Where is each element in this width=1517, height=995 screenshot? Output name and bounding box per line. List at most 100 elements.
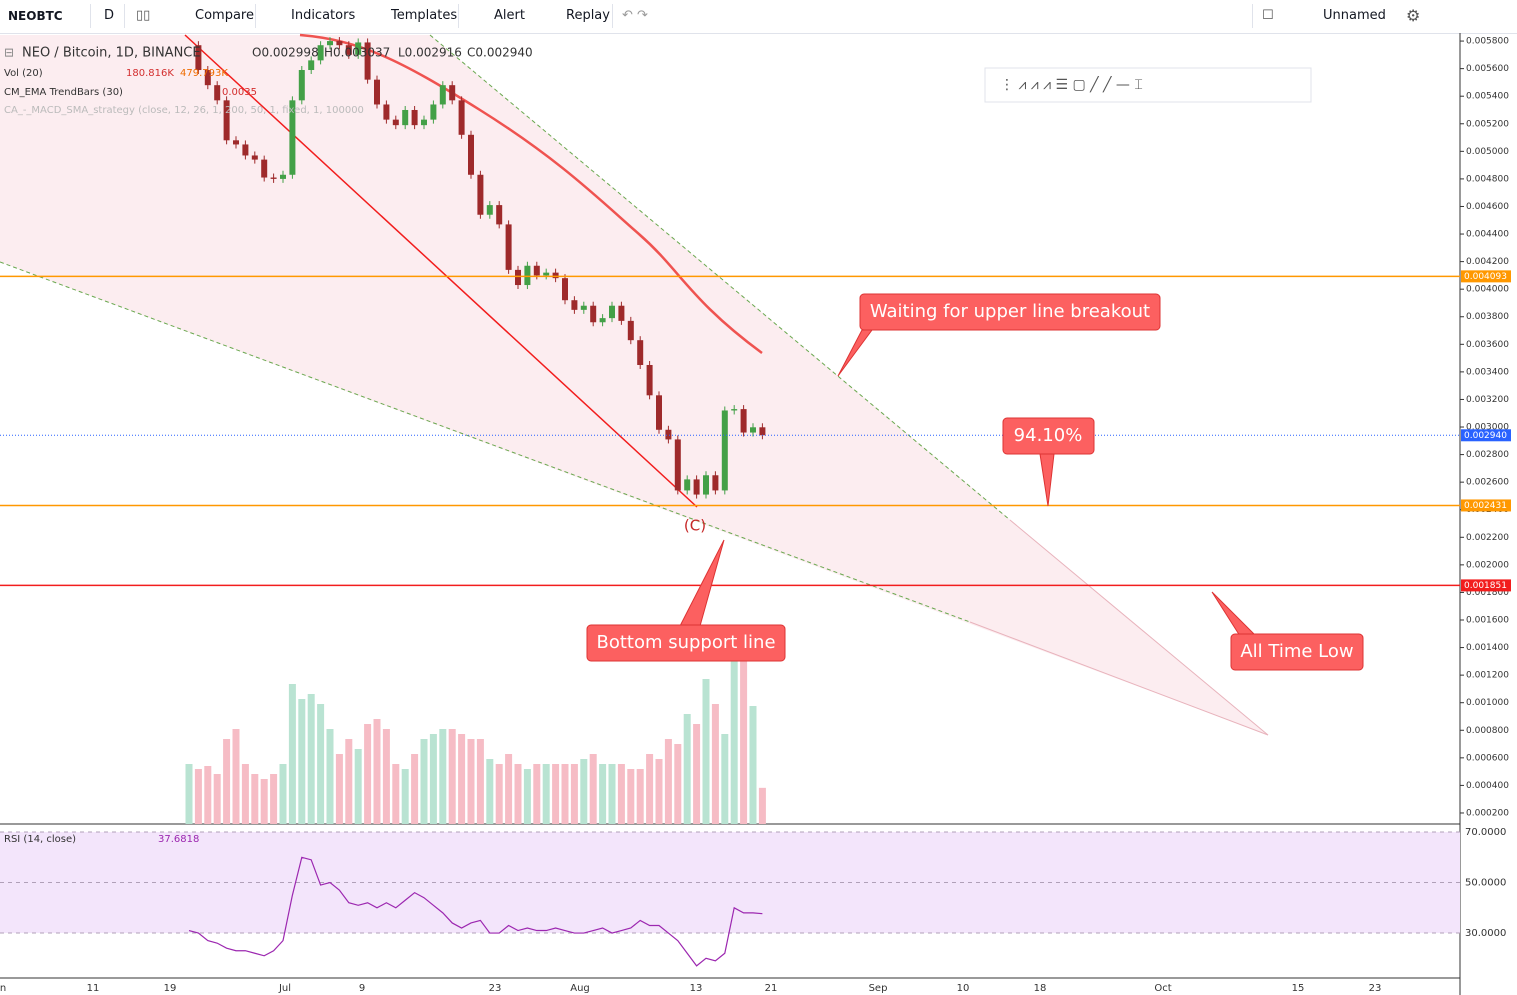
volume-bar xyxy=(599,764,607,824)
indicator-value: 37.6818 xyxy=(158,834,199,845)
volume-bar xyxy=(204,766,212,824)
candle-body xyxy=(270,177,277,179)
x-tick-label: n xyxy=(0,983,6,994)
y-tick-label: 0.002600 xyxy=(1466,478,1509,488)
alert-button[interactable]: Alert xyxy=(494,8,525,23)
volume-bar xyxy=(514,764,522,824)
y-tick-label: 0.000600 xyxy=(1466,753,1509,763)
x-tick-label: Jul xyxy=(278,983,291,994)
volume-bar xyxy=(552,764,560,824)
candle-body xyxy=(402,109,409,126)
candle-body xyxy=(242,144,249,156)
undo-redo[interactable]: ↶ ↷ xyxy=(622,8,648,23)
candle-body xyxy=(533,265,540,276)
volume-bar xyxy=(448,729,456,824)
y-tick-label: 0.003600 xyxy=(1466,340,1509,350)
x-tick-label: 15 xyxy=(1292,983,1305,994)
upper-extension xyxy=(1009,519,1269,736)
drawing-toolbar[interactable] xyxy=(984,67,1312,103)
moving-average xyxy=(299,33,763,355)
candle-body xyxy=(740,409,747,433)
y-tick-label: 0.004200 xyxy=(1466,257,1509,267)
volume-bar xyxy=(241,764,249,824)
chart-type-icon[interactable]: ▯▯ xyxy=(136,8,151,23)
price-tag xyxy=(1461,429,1511,442)
volume-bar xyxy=(382,729,390,824)
candle-body xyxy=(204,70,211,86)
candle-body xyxy=(496,205,503,225)
y-tick-label: 0.003000 xyxy=(1466,423,1509,433)
volume-bar xyxy=(213,774,221,824)
volume-bar xyxy=(523,769,531,824)
volume-bar xyxy=(364,724,372,824)
collapse-icon[interactable]: ⊟ xyxy=(4,46,14,60)
volume-bar xyxy=(627,769,635,824)
x-tick-label: 11 xyxy=(87,983,100,994)
interval[interactable]: D xyxy=(104,8,115,23)
candle-body xyxy=(336,41,343,46)
settings[interactable]: ⚙ xyxy=(1406,6,1421,25)
volume-bar xyxy=(298,699,306,824)
y-tick-label: 0.003800 xyxy=(1466,312,1509,322)
replay-button[interactable]: Replay xyxy=(566,8,610,23)
y-tick-label: 0.002000 xyxy=(1466,560,1509,570)
x-tick-label: 19 xyxy=(164,983,177,994)
candle-body xyxy=(731,409,738,411)
candle-body xyxy=(392,119,399,126)
volume-bar xyxy=(636,769,644,824)
candle-body xyxy=(646,364,653,396)
wave-line xyxy=(184,34,698,508)
toolbar: NEOBTC D ▯▯ Compare Indicators Templates… xyxy=(0,0,1517,34)
candle-body xyxy=(214,85,221,101)
candle-body xyxy=(684,479,691,491)
volume-bar xyxy=(533,764,541,824)
volume-bar xyxy=(702,679,710,824)
chart: 70.0000 50.0000 30.0000 0.005800 0.005600 0.0… xyxy=(0,33,1511,995)
x-tick-label: 21 xyxy=(765,983,778,994)
volume-bar xyxy=(439,729,447,824)
drawing-tools[interactable]: ⋮ ⩘ ⩘ ⩘ ☰ ▢ ╱ ╱ — ⌶ xyxy=(1000,76,1143,93)
volume-bar xyxy=(693,724,701,824)
compare-button[interactable]: Compare xyxy=(195,8,254,23)
indicator-name: Vol (20) xyxy=(4,68,43,79)
candle-body xyxy=(261,159,268,178)
indicator-value: 180.816K xyxy=(126,68,174,79)
volume-bar xyxy=(429,734,437,824)
price-tag xyxy=(1461,579,1511,592)
fullscreen-box[interactable]: ☐ xyxy=(1262,8,1274,23)
y-tick-label: 0.005000 xyxy=(1466,147,1509,157)
wave-label: (C) xyxy=(684,517,706,535)
volume-bar xyxy=(664,739,672,824)
y-tick-label: 0.004400 xyxy=(1466,230,1509,240)
volume-bar xyxy=(721,734,729,824)
indicator-value: 479.793K xyxy=(180,68,228,79)
volume-bar xyxy=(730,634,738,824)
lower-extension xyxy=(969,621,1269,736)
volume-bar xyxy=(608,764,616,824)
candle-body xyxy=(233,140,239,145)
candle-body xyxy=(580,305,587,310)
y-tick-label: 0.001200 xyxy=(1466,671,1509,681)
separator xyxy=(612,4,613,28)
volume-bar xyxy=(458,734,466,824)
rsi-tick-label: 30.0000 xyxy=(1465,928,1506,939)
legend-close: C0.002940 xyxy=(467,46,533,60)
candle-body xyxy=(430,104,437,120)
candle-body xyxy=(327,41,333,46)
volume-bar xyxy=(589,754,597,824)
lower-channel-line xyxy=(0,261,971,623)
y-tick-label: 0.000400 xyxy=(1466,781,1509,791)
candle-body xyxy=(637,340,644,365)
volume-bar xyxy=(570,764,578,824)
symbol[interactable]: NEOBTC xyxy=(8,9,63,23)
templates-button[interactable]: Templates xyxy=(391,8,458,23)
y-tick-label: 0.004000 xyxy=(1466,285,1509,295)
volume-bar xyxy=(345,739,353,824)
separator xyxy=(1252,4,1253,28)
layout-name[interactable]: Unnamed xyxy=(1323,8,1386,23)
indicators-button[interactable]: Indicators xyxy=(291,8,356,23)
separator xyxy=(458,4,459,28)
y-tick-label: 0.001400 xyxy=(1466,643,1509,653)
y-tick-label: 0.003200 xyxy=(1466,395,1509,405)
callout-tail xyxy=(837,329,873,377)
